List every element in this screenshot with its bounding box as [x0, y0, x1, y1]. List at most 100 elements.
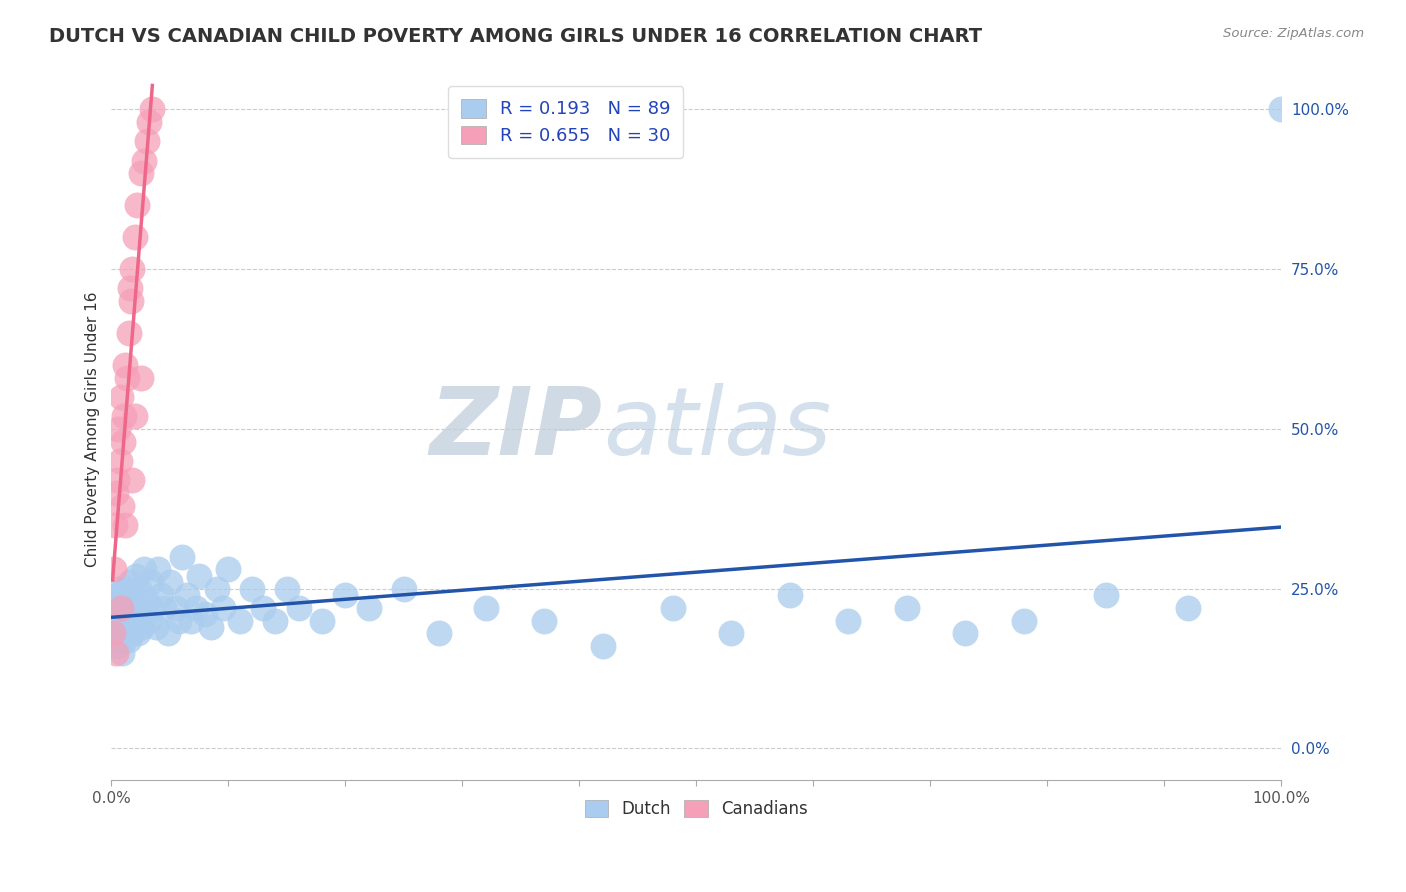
Point — [135, 134, 157, 148]
Text: DUTCH VS CANADIAN CHILD POVERTY AMONG GIRLS UNDER 16 CORRELATION CHART: DUTCH VS CANADIAN CHILD POVERTY AMONG GI… — [49, 27, 983, 45]
Point — [107, 422, 129, 436]
Point — [240, 582, 263, 596]
Point — [104, 614, 127, 628]
Point — [101, 620, 124, 634]
Point — [427, 626, 450, 640]
Point — [153, 600, 176, 615]
Point — [110, 607, 132, 622]
Point — [311, 614, 333, 628]
Point — [252, 600, 274, 615]
Point — [127, 626, 149, 640]
Point — [145, 620, 167, 634]
Point — [533, 614, 555, 628]
Text: ZIP: ZIP — [430, 383, 603, 475]
Point — [357, 600, 380, 615]
Point — [104, 517, 127, 532]
Point — [165, 600, 187, 615]
Point — [170, 549, 193, 564]
Point — [125, 569, 148, 583]
Legend: Dutch, Canadians: Dutch, Canadians — [578, 793, 814, 825]
Point — [112, 607, 135, 622]
Point — [121, 473, 143, 487]
Point — [662, 600, 685, 615]
Point — [111, 499, 134, 513]
Point — [211, 600, 233, 615]
Point — [105, 588, 128, 602]
Point — [108, 620, 131, 634]
Point — [110, 600, 132, 615]
Point — [720, 626, 742, 640]
Point — [287, 600, 309, 615]
Point — [112, 434, 135, 449]
Point — [114, 620, 136, 634]
Point — [205, 582, 228, 596]
Point — [122, 600, 145, 615]
Point — [264, 614, 287, 628]
Point — [138, 614, 160, 628]
Point — [141, 103, 163, 117]
Point — [392, 582, 415, 596]
Point — [107, 614, 129, 628]
Point — [180, 614, 202, 628]
Point — [184, 600, 207, 615]
Point — [229, 614, 252, 628]
Point — [200, 620, 222, 634]
Point — [103, 626, 125, 640]
Point — [129, 370, 152, 384]
Point — [335, 588, 357, 602]
Point — [112, 600, 135, 615]
Point — [105, 485, 128, 500]
Point — [134, 562, 156, 576]
Point — [1012, 614, 1035, 628]
Point — [103, 562, 125, 576]
Point — [134, 153, 156, 168]
Point — [118, 326, 141, 340]
Point — [128, 582, 150, 596]
Point — [114, 517, 136, 532]
Point — [148, 562, 170, 576]
Point — [474, 600, 496, 615]
Point — [896, 600, 918, 615]
Point — [105, 582, 128, 596]
Point — [955, 626, 977, 640]
Point — [111, 646, 134, 660]
Point — [103, 607, 125, 622]
Point — [276, 582, 298, 596]
Point — [194, 607, 217, 622]
Point — [127, 607, 149, 622]
Point — [105, 639, 128, 653]
Point — [105, 646, 128, 660]
Point — [121, 262, 143, 277]
Point — [110, 390, 132, 404]
Point — [176, 588, 198, 602]
Point — [120, 294, 142, 309]
Point — [138, 115, 160, 129]
Point — [120, 614, 142, 628]
Point — [1177, 600, 1199, 615]
Point — [779, 588, 801, 602]
Point — [108, 454, 131, 468]
Point — [115, 370, 138, 384]
Point — [141, 575, 163, 590]
Point — [121, 626, 143, 640]
Point — [837, 614, 859, 628]
Point — [110, 588, 132, 602]
Text: Source: ZipAtlas.com: Source: ZipAtlas.com — [1223, 27, 1364, 40]
Point — [120, 281, 142, 295]
Point — [131, 620, 153, 634]
Point — [149, 588, 172, 602]
Point — [129, 600, 152, 615]
Point — [159, 575, 181, 590]
Y-axis label: Child Poverty Among Girls Under 16: Child Poverty Among Girls Under 16 — [86, 291, 100, 566]
Point — [135, 594, 157, 608]
Point — [111, 614, 134, 628]
Point — [107, 632, 129, 647]
Point — [110, 626, 132, 640]
Point — [124, 409, 146, 423]
Point — [105, 473, 128, 487]
Point — [124, 230, 146, 244]
Point — [118, 632, 141, 647]
Point — [217, 562, 239, 576]
Point — [167, 614, 190, 628]
Point — [108, 594, 131, 608]
